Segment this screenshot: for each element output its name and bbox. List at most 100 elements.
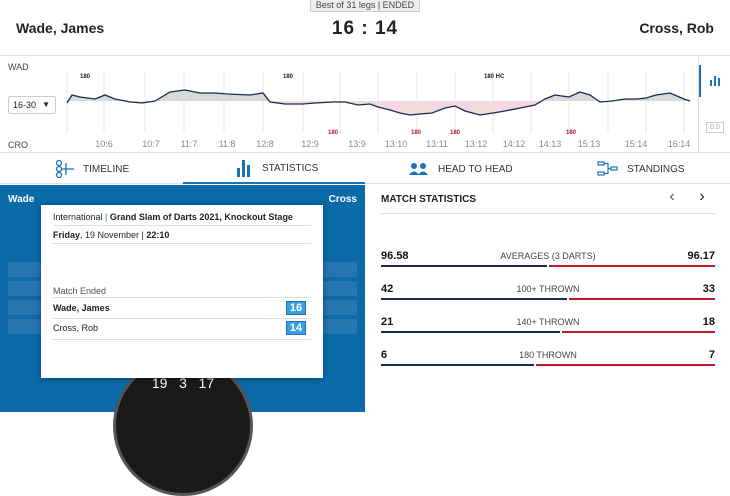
dartboard-numbers: 19 3 17 — [151, 375, 215, 391]
tab-label: STANDINGS — [627, 163, 685, 175]
timeline-time-label: 14:13 — [539, 139, 562, 149]
head-to-head-icon — [409, 163, 428, 175]
tab-statistics[interactable]: STATISTICS — [183, 154, 365, 184]
tab-timeline[interactable]: TIMELINE — [55, 154, 129, 184]
stat-row: 6 180 THROWN 7 — [381, 349, 715, 373]
timeline-time-label: 13:12 — [465, 139, 488, 149]
match-status: Match Ended — [53, 286, 107, 296]
match-status-banner: Best of 31 legs | ENDED — [310, 0, 420, 12]
timeline-time-label: 12:8 — [256, 139, 274, 149]
stat-left-value: 6 — [381, 349, 388, 361]
timeline-top-label: WAD — [8, 62, 29, 72]
timeline-bottom-label: CRO — [8, 140, 28, 150]
stat-left-value: 42 — [381, 283, 394, 295]
stat-left-value: 21 — [381, 316, 394, 328]
match-time: 22:10 — [146, 230, 170, 240]
divider — [53, 297, 311, 298]
legs-range-select[interactable]: 16-30 ▼ — [8, 96, 56, 114]
stat-label: AVERAGES (3 DARTS) — [500, 251, 596, 261]
stat-bar-right — [536, 364, 715, 366]
timeline-time-label: 11:8 — [219, 139, 236, 149]
score-toggle[interactable]: 0.0 — [706, 122, 724, 133]
match-date: , 19 November | — [80, 230, 147, 240]
statistics-icon — [237, 160, 250, 177]
stat-bar-left — [381, 364, 534, 366]
timeline-bottom-tag: 180 — [411, 130, 422, 136]
timeline-divider — [698, 57, 699, 153]
timeline-time-label: 14:12 — [503, 139, 526, 149]
result-name: Cross, Rob — [53, 323, 99, 333]
timeline-bottom-tag: 180 — [566, 130, 577, 136]
timeline-top-tag: 180 HC — [484, 74, 505, 80]
competition-line: International | Grand Slam of Darts 2021… — [53, 212, 293, 222]
timeline-time-label: 15:14 — [625, 139, 648, 149]
match-score: 16 : 14 — [331, 18, 399, 39]
stat-bar-left — [381, 298, 567, 300]
panel-player-left: Wade — [8, 194, 35, 205]
chevron-left-icon[interactable]: ‹ — [669, 188, 675, 205]
timeline-time-label: 16:14 — [668, 139, 691, 149]
timeline-top-tag: 180 — [80, 74, 91, 80]
stat-row: 96.58 AVERAGES (3 DARTS) 96.17 — [381, 250, 715, 274]
timeline-time-label: 13:10 — [385, 139, 408, 149]
tab-standings[interactable]: STANDINGS — [597, 154, 685, 184]
panel-player-right: Cross — [328, 194, 357, 205]
timeline-time-label: 10:6 — [95, 139, 113, 149]
timeline-time-label: 15:13 — [578, 139, 601, 149]
stat-bar-left — [381, 265, 547, 267]
date-line: Friday, 19 November | 22:10 — [53, 230, 169, 240]
player1-name: Wade, James — [16, 20, 105, 36]
timeline-chart: 180 180 180 HC 180 180 180 180 10:6 10:7… — [66, 71, 691, 149]
stat-label: 140+ THROWN — [516, 317, 580, 327]
tab-head-to-head[interactable]: HEAD TO HEAD — [408, 154, 513, 184]
stat-bar-right — [569, 298, 715, 300]
stat-right-value: 96.17 — [687, 250, 715, 262]
stat-bar-right — [549, 265, 715, 267]
event-name: Grand Slam of Darts 2021, Knockout Stage — [109, 212, 293, 222]
result-name: Wade, James — [53, 303, 110, 313]
bracket-icon — [597, 161, 618, 176]
divider — [53, 318, 311, 319]
main-tabs: TIMELINE STATISTICS HEAD TO HEAD STANDIN… — [0, 154, 730, 184]
chevron-down-icon: ▼ — [42, 100, 50, 109]
statistics-title: MATCH STATISTICS — [381, 194, 476, 205]
result-score: 14 — [286, 321, 306, 335]
stat-left-value: 96.58 — [381, 250, 409, 262]
competition-type: International — [53, 212, 103, 222]
stat-right-value: 18 — [702, 316, 715, 328]
stat-row: 21 140+ THROWN 18 — [381, 316, 715, 340]
result-score: 16 — [286, 301, 306, 315]
match-info-popup: International | Grand Slam of Darts 2021… — [41, 205, 323, 378]
divider — [53, 339, 311, 340]
stat-row: 42 100+ THROWN 33 — [381, 283, 715, 307]
timeline-time-label: 11:7 — [181, 139, 198, 149]
tab-label: STATISTICS — [262, 162, 319, 174]
match-header: Best of 31 legs | ENDED Wade, James 16 :… — [0, 0, 730, 56]
tab-label: TIMELINE — [83, 163, 130, 175]
player2-name: Cross, Rob — [639, 20, 714, 36]
stat-label: 100+ THROWN — [516, 284, 580, 294]
chevron-right-icon[interactable]: › — [699, 188, 705, 205]
stat-label: 180 THROWN — [519, 350, 577, 360]
timeline-icon — [55, 159, 74, 179]
timeline-bottom-tag: 180 — [328, 130, 339, 136]
timeline-time-label: 12:9 — [301, 139, 319, 149]
timeline-time-label: 10:7 — [142, 139, 160, 149]
chart-view-indicator — [699, 65, 701, 97]
bar-chart-icon[interactable] — [709, 73, 723, 87]
timeline-panel: WAD CRO 16-30 ▼ 180 180 180 HC 180 180 1… — [0, 57, 730, 153]
stat-right-value: 33 — [702, 283, 715, 295]
stat-bar-right — [562, 331, 715, 333]
legs-range-value: 16-30 — [13, 100, 37, 110]
divider — [53, 243, 311, 244]
divider — [53, 225, 311, 226]
match-day: Friday — [53, 230, 81, 240]
divider — [381, 213, 715, 214]
timeline-time-label: 13:11 — [426, 139, 448, 149]
timeline-bottom-tag: 180 — [450, 130, 461, 136]
tab-label: HEAD TO HEAD — [438, 163, 513, 175]
timeline-time-label: 13:9 — [348, 139, 366, 149]
stat-bar-left — [381, 331, 560, 333]
timeline-top-tag: 180 — [283, 74, 294, 80]
match-statistics-panel: MATCH STATISTICS ‹ › 96.58 AVERAGES (3 DA… — [365, 185, 730, 412]
